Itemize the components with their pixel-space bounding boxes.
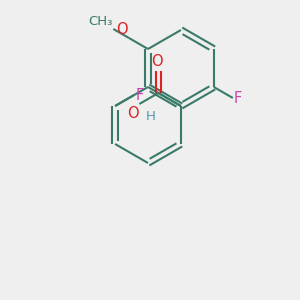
Text: F: F xyxy=(234,91,242,106)
Text: H: H xyxy=(145,110,155,123)
Text: O: O xyxy=(152,54,163,69)
Text: O: O xyxy=(127,106,138,121)
Text: F: F xyxy=(135,88,143,103)
Text: O: O xyxy=(116,22,128,37)
Text: CH₃: CH₃ xyxy=(88,15,112,28)
